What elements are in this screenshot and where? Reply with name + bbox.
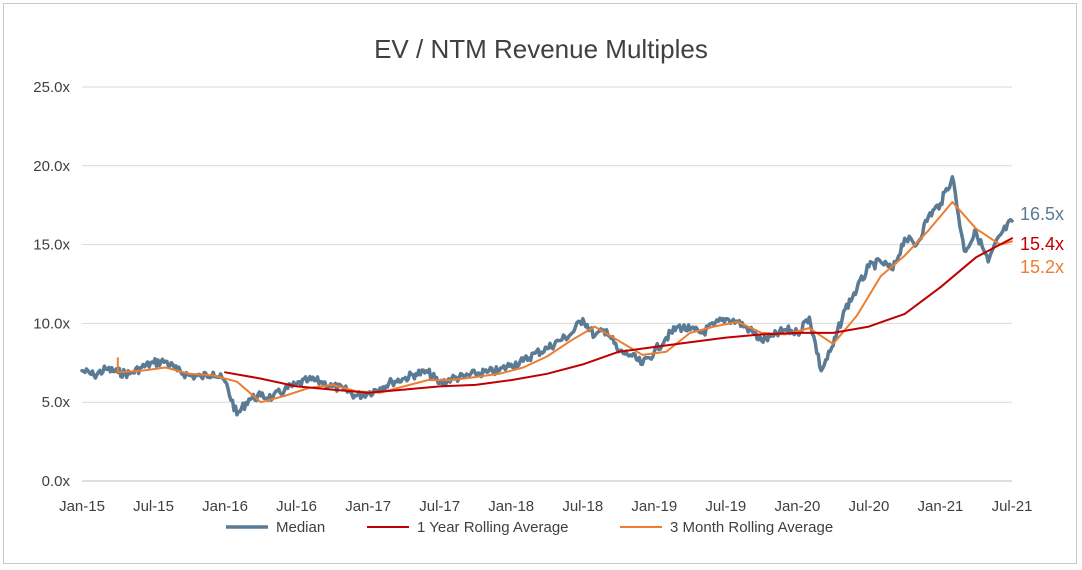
series-median-line: [80, 175, 1014, 417]
chart-title: EV / NTM Revenue Multiples: [374, 34, 708, 64]
series-lines: [80, 175, 1014, 417]
chart-frame: EV / NTM Revenue Multiples 0.0x 5.0x 10.0x…: [3, 3, 1077, 564]
x-tick-label: Jan-21: [918, 498, 964, 515]
x-tick-label: Jul-15: [133, 498, 174, 515]
x-tick-label: Jan-17: [345, 498, 391, 515]
chart-svg: EV / NTM Revenue Multiples 0.0x 5.0x 10.0x…: [33, 34, 1064, 536]
y-tick-label: 0.0x: [42, 473, 71, 490]
y-tick-labels: 0.0x 5.0x 10.0x 15.0x 20.0x 25.0x: [33, 79, 70, 490]
legend-item-median: Median: [226, 519, 325, 536]
end-label-median: 16.5x: [1020, 204, 1064, 224]
x-tick-label: Jul-19: [705, 498, 746, 515]
gridlines: [82, 86, 1012, 482]
end-label-1y-rolling: 15.4x: [1020, 234, 1064, 254]
x-tick-label: Jul-21: [992, 498, 1033, 515]
y-tick-label: 20.0x: [33, 158, 70, 175]
series-1y-rolling-line: [224, 237, 1013, 394]
end-labels: 16.5x 15.4x 15.2x: [1020, 204, 1064, 277]
x-tick-label: Jan-19: [631, 498, 677, 515]
x-tick-label: Jan-15: [59, 498, 105, 515]
x-tick-label: Jan-18: [488, 498, 534, 515]
x-tick-label: Jan-20: [774, 498, 820, 515]
x-tick-label: Jan-16: [202, 498, 248, 515]
y-tick-label: 25.0x: [33, 79, 70, 96]
legend-label: 3 Month Rolling Average: [670, 519, 833, 536]
x-tick-label: Jul-18: [562, 498, 603, 515]
x-tick-label: Jul-20: [848, 498, 889, 515]
legend-label: Median: [276, 519, 325, 536]
legend: Median 1 Year Rolling Average 3 Month Roll…: [226, 519, 833, 536]
series-3m-rolling-line: [116, 201, 1013, 404]
end-label-3m-rolling: 15.2x: [1020, 257, 1064, 277]
y-tick-label: 10.0x: [33, 315, 70, 332]
y-tick-label: 15.0x: [33, 237, 70, 254]
legend-label: 1 Year Rolling Average: [417, 519, 569, 536]
legend-item-1y-rolling: 1 Year Rolling Average: [367, 519, 569, 536]
x-tick-label: Jul-17: [419, 498, 460, 515]
x-tick-labels: Jan-15 Jul-15 Jan-16 Jul-16 Jan-17 Jul-17 Jan-…: [59, 498, 1032, 515]
legend-item-3m-rolling: 3 Month Rolling Average: [620, 519, 833, 536]
y-tick-label: 5.0x: [42, 394, 71, 411]
x-tick-label: Jul-16: [276, 498, 317, 515]
